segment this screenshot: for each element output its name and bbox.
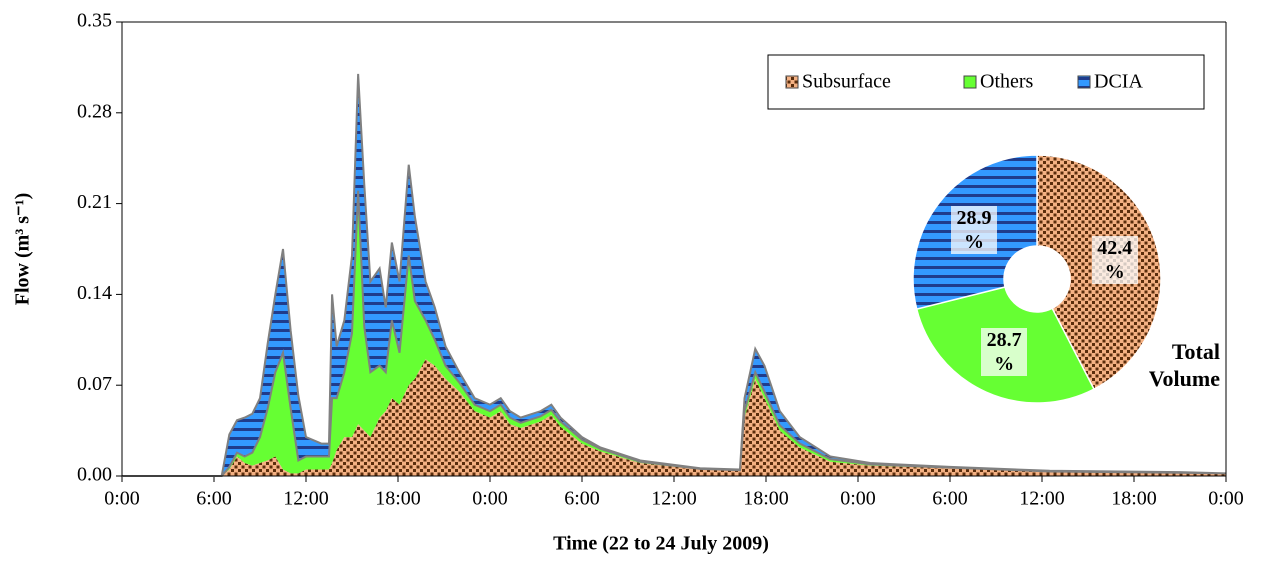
legend-label: DCIA bbox=[1094, 71, 1143, 93]
x-tick-label: 0:00 bbox=[104, 488, 140, 510]
pie-value-label: 42.4 % bbox=[1091, 236, 1138, 285]
pie-title: Total Volume bbox=[1148, 339, 1220, 391]
x-tick-label: 18:00 bbox=[1111, 488, 1157, 510]
x-tick-label: 6:00 bbox=[932, 488, 968, 510]
x-tick-label: 18:00 bbox=[375, 488, 421, 510]
y-tick-label: 0.14 bbox=[77, 282, 112, 304]
legend-swatch bbox=[785, 75, 799, 89]
y-tick-label: 0.21 bbox=[77, 191, 112, 213]
x-tick-label: 12:00 bbox=[651, 488, 697, 510]
x-axis-title: Time (22 to 24 July 2009) bbox=[553, 533, 769, 555]
pie-value-label: 28.7 % bbox=[981, 327, 1028, 376]
legend bbox=[767, 54, 1205, 110]
x-tick-label: 0:00 bbox=[1208, 488, 1244, 510]
y-tick-label: 0.35 bbox=[77, 10, 112, 32]
legend-label: Subsurface bbox=[802, 71, 891, 93]
x-tick-label: 0:00 bbox=[840, 488, 876, 510]
x-tick-label: 12:00 bbox=[283, 488, 329, 510]
pie-value-label: 28.9 % bbox=[950, 205, 997, 254]
legend-swatch bbox=[963, 75, 977, 89]
x-tick-label: 12:00 bbox=[1019, 488, 1065, 510]
x-tick-label: 6:00 bbox=[196, 488, 232, 510]
area bbox=[122, 359, 1226, 476]
x-tick-label: 0:00 bbox=[472, 488, 508, 510]
y-axis-title: Flow (m³ s⁻¹) bbox=[12, 193, 34, 306]
x-tick-label: 6:00 bbox=[564, 488, 600, 510]
y-tick-label: 0.07 bbox=[77, 373, 112, 395]
y-tick-label: 0.00 bbox=[77, 464, 112, 486]
legend-swatch bbox=[1077, 75, 1091, 89]
legend-label: Others bbox=[980, 71, 1034, 93]
x-tick-label: 18:00 bbox=[743, 488, 789, 510]
y-tick-label: 0.28 bbox=[77, 100, 112, 122]
